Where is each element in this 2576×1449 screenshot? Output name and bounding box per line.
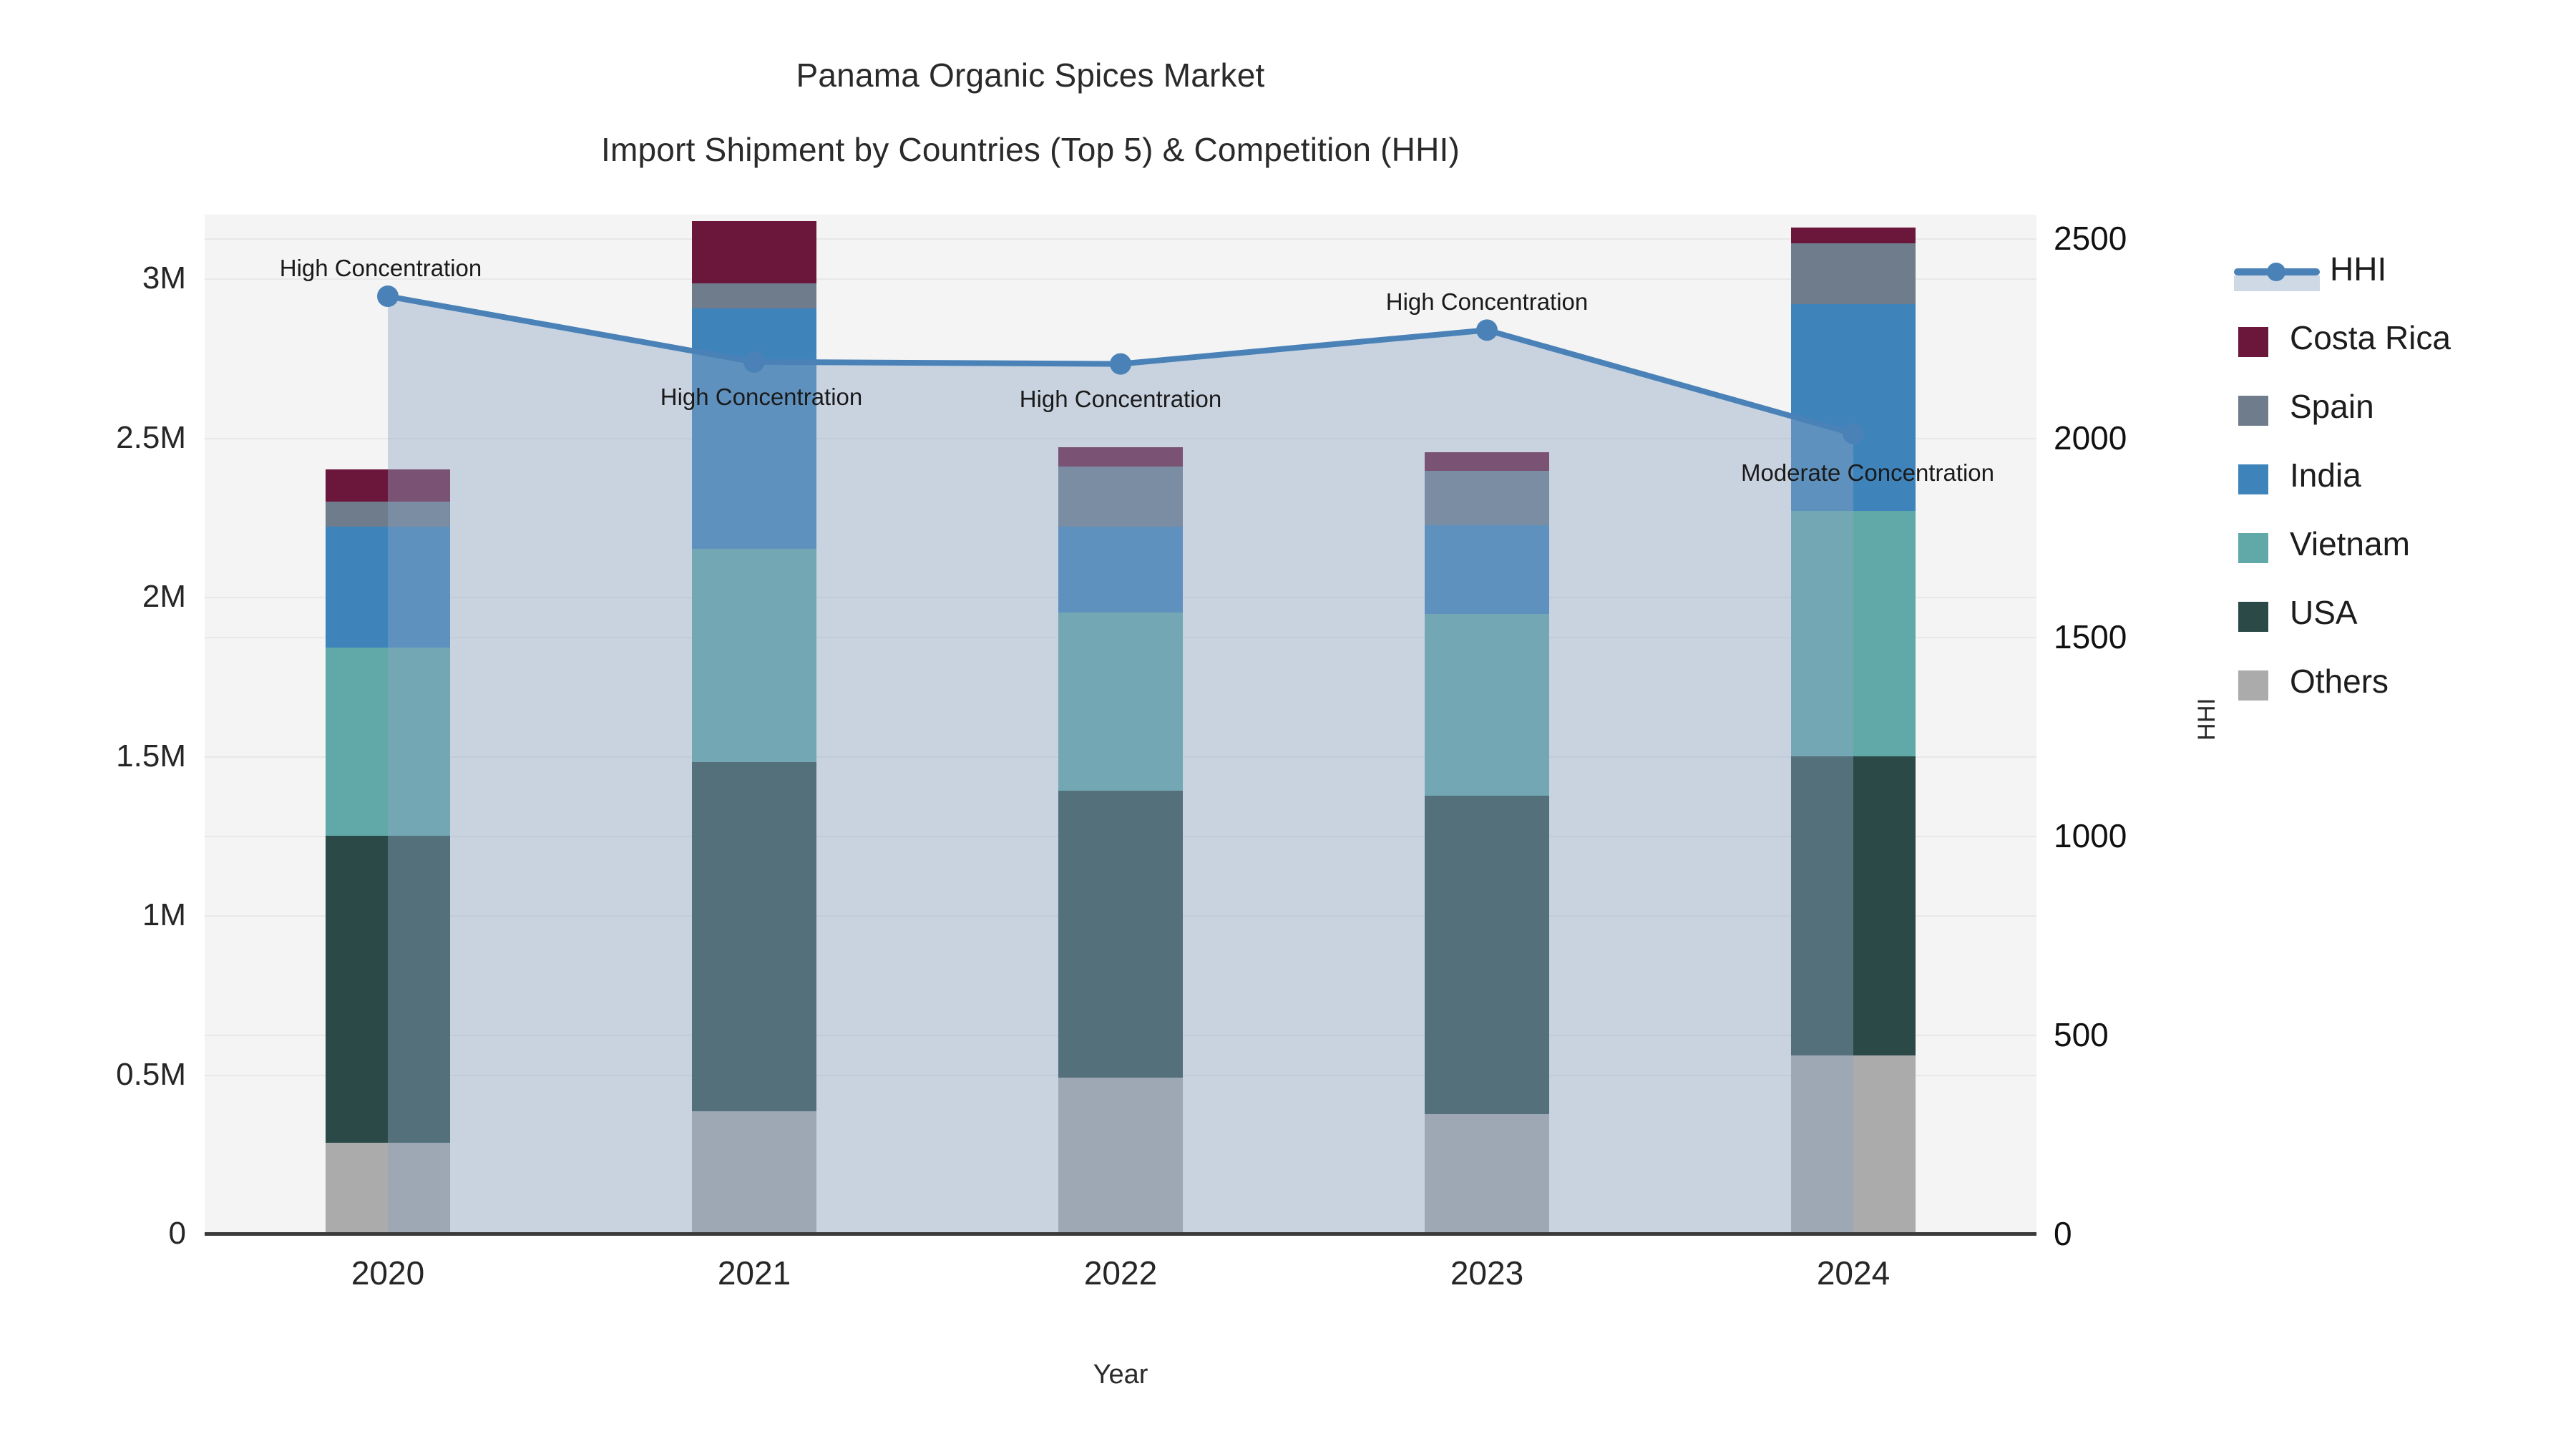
x-axis-tick-label: 2020 <box>351 1254 425 1292</box>
y-axis-left-tick-label: 0 <box>168 1216 186 1251</box>
legend-label: Spain <box>2290 388 2374 425</box>
bar-segment-usa[interactable] <box>1791 756 1916 1055</box>
legend-swatch <box>2238 327 2268 357</box>
legend-swatch <box>2238 533 2268 563</box>
hhi-annotation: Moderate Concentration <box>1740 459 1995 486</box>
chart-subtitle: Import Shipment by Countries (Top 5) & C… <box>601 131 1460 168</box>
y-axis-left-tick-label: 2M <box>142 579 186 614</box>
bar-segment-usa[interactable] <box>1425 796 1549 1115</box>
gridline <box>205 238 2036 240</box>
gridline <box>205 437 2036 439</box>
x-axis-tick-label: 2022 <box>1083 1254 1158 1292</box>
y-axis-right-tick-label: 500 <box>2054 1015 2109 1053</box>
legend-label: USA <box>2290 594 2358 631</box>
legend-swatch <box>2238 464 2268 494</box>
bar-segment-others[interactable] <box>326 1143 450 1234</box>
bar-segment-spain[interactable] <box>1791 243 1916 304</box>
bar-segment-costa-rica[interactable] <box>1425 452 1549 472</box>
y-axis-left-tick-label: 1.5M <box>116 738 186 774</box>
bar-segment-costa-rica[interactable] <box>1791 227 1916 244</box>
x-axis-tick-label: 2021 <box>717 1254 791 1292</box>
bar-segment-others[interactable] <box>1425 1114 1549 1234</box>
bar-segment-others[interactable] <box>1058 1077 1183 1234</box>
x-axis-tick-label: 2023 <box>1450 1254 1524 1292</box>
y-axis-left-tick-label: 0.5M <box>116 1056 186 1092</box>
x-axis-title: Year <box>1093 1360 1148 1390</box>
bar-segment-spain[interactable] <box>692 283 816 309</box>
bar-segment-costa-rica[interactable] <box>692 220 816 283</box>
bar-segment-vietnam[interactable] <box>1425 614 1549 796</box>
bar-segment-india[interactable] <box>692 308 816 550</box>
bar-stack[interactable] <box>692 215 816 1234</box>
y-axis-left-tick-label: 1M <box>142 897 186 932</box>
bar-segment-india[interactable] <box>326 527 450 648</box>
bar-segment-costa-rica[interactable] <box>326 469 450 502</box>
legend-label: Vietnam <box>2290 525 2410 562</box>
y-axis-right-tick-label: 1500 <box>2054 618 2127 655</box>
bar-stack[interactable] <box>326 215 450 1234</box>
y-axis-left-tick-label: 2.5M <box>116 419 186 455</box>
legend-dot-marker <box>2267 263 2285 281</box>
y-axis-right-tick-label: 1000 <box>2054 816 2127 854</box>
bar-segment-spain[interactable] <box>1425 471 1549 525</box>
chart-title: Panama Organic Spices Market <box>796 57 1265 94</box>
legend-label: India <box>2290 457 2361 494</box>
x-axis-tick-label: 2024 <box>1816 1254 1890 1292</box>
bar-segment-india[interactable] <box>1058 527 1183 613</box>
hhi-annotation: High Concentration <box>1019 385 1222 412</box>
y-axis-right-tick-label: 0 <box>2054 1215 2072 1252</box>
bar-segment-others[interactable] <box>692 1111 816 1234</box>
bar-segment-usa[interactable] <box>326 835 450 1143</box>
bar-stack[interactable] <box>1791 215 1916 1234</box>
bar-segment-india[interactable] <box>1425 525 1549 615</box>
legend-area-marker <box>2234 275 2320 291</box>
gridline <box>205 278 2036 280</box>
y-axis-right-tick-label: 2500 <box>2054 220 2127 258</box>
bar-segment-others[interactable] <box>1791 1055 1916 1234</box>
legend-swatch <box>2238 670 2268 701</box>
hhi-annotation: High Concentration <box>660 383 863 410</box>
bar-segment-spain[interactable] <box>326 501 450 527</box>
x-axis-line <box>205 1232 2036 1236</box>
y-axis-left-tick-label: 3M <box>142 260 186 296</box>
hhi-annotation: High Concentration <box>279 255 482 282</box>
bar-segment-vietnam[interactable] <box>692 549 816 763</box>
bar-stack[interactable] <box>1425 215 1549 1234</box>
y-axis-right-title: HHI <box>2193 697 2220 741</box>
bar-segment-vietnam[interactable] <box>1058 613 1183 791</box>
legend-label: Costa Rica <box>2290 319 2451 356</box>
bar-segment-spain[interactable] <box>1058 466 1183 527</box>
bar-stack[interactable] <box>1058 215 1183 1234</box>
legend-label: HHI <box>2330 250 2387 288</box>
bar-segment-usa[interactable] <box>1058 791 1183 1078</box>
bar-segment-vietnam[interactable] <box>1791 510 1916 756</box>
bar-segment-costa-rica[interactable] <box>1058 447 1183 467</box>
plot-area <box>205 215 2036 1234</box>
legend-swatch <box>2238 602 2268 632</box>
bar-segment-usa[interactable] <box>692 762 816 1111</box>
hhi-annotation: High Concentration <box>1385 288 1589 316</box>
legend-swatch <box>2238 396 2268 426</box>
legend-label: Others <box>2290 663 2389 700</box>
y-axis-right-tick-label: 2000 <box>2054 419 2127 457</box>
bar-segment-vietnam[interactable] <box>326 648 450 836</box>
